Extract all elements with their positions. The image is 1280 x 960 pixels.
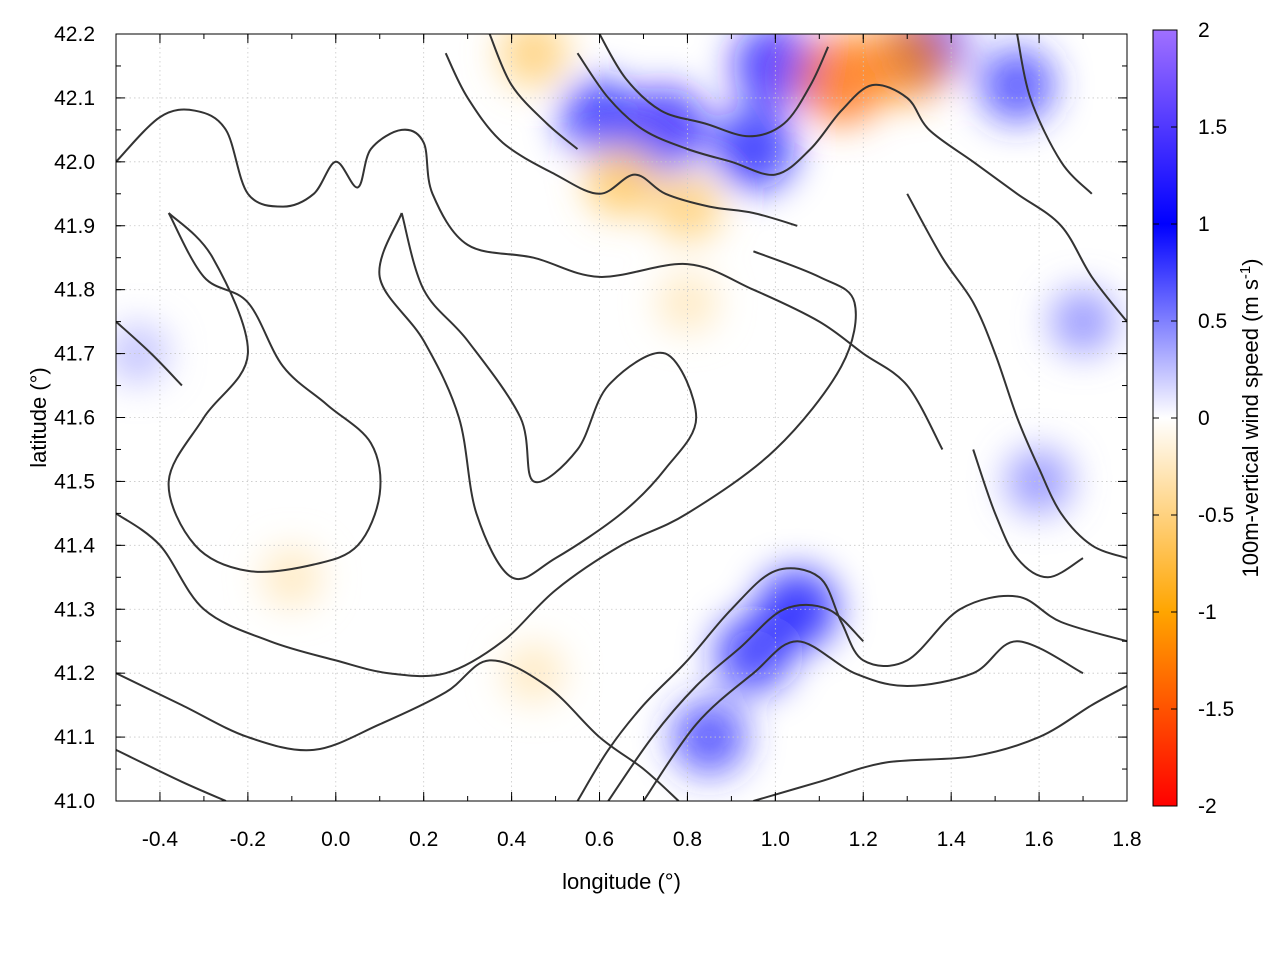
heatmap-hotspot (672, 699, 747, 775)
y-tick-label: 41.7 (54, 343, 95, 366)
heatmap-blobs (116, 34, 1117, 775)
y-tick-label: 41.4 (54, 534, 95, 557)
colorbar-tick-label: 0.5 (1198, 310, 1227, 333)
contour-line (642, 640, 1084, 801)
y-axis-title: latitude (°) (26, 367, 51, 468)
contour-line (1016, 34, 1093, 195)
y-tick-label: 42.1 (54, 87, 95, 110)
x-tick-label: 1.0 (761, 828, 790, 851)
x-tick-label: 0.6 (585, 828, 614, 851)
colorbar-tick-label: 1.5 (1198, 116, 1227, 139)
y-tick-label: 41.2 (54, 662, 95, 685)
y-tick-label: 41.3 (54, 598, 95, 621)
y-tick-label: 41.1 (54, 726, 95, 749)
x-tick-label: 0.2 (409, 828, 438, 851)
y-tick-label: 41.9 (54, 215, 95, 238)
heatmap-hotspot (499, 34, 568, 88)
x-tick-label: 0.4 (497, 828, 527, 851)
heatmap-hotspot (657, 272, 718, 333)
contour-line (972, 449, 1084, 579)
colorbar-tick-label: -2 (1198, 795, 1217, 818)
x-tick-label: 1.6 (1024, 828, 1053, 851)
heatmap-field (116, 34, 1117, 775)
colorbar-ticks: 2 1.5 1 0.5 0 -0.5 -1 -1.5 -2 (1153, 19, 1234, 818)
x-tick-label: -0.4 (142, 828, 179, 851)
y-axis-tick-labels: 41.0 41.1 41.2 41.3 41.4 41.5 41.6 41.7 41.8 41.9… (54, 23, 95, 813)
contour-line (116, 659, 680, 801)
y-tick-label: 41.8 (54, 279, 95, 302)
x-tick-label: 0.0 (321, 828, 350, 851)
colorbar-tick-label: -0.5 (1198, 504, 1234, 527)
colorbar-title: 100m-vertical wind speed (m s-1) (1237, 258, 1263, 577)
x-axis-tick-labels: -0.4 -0.2 0.0 0.2 0.4 0.6 0.8 1.0 1.2 1.4 1.6 1.8 (142, 828, 1142, 851)
heatmap-hotspot (795, 34, 887, 125)
heatmap-hotspot (714, 615, 792, 693)
colorbar-tick-label: 2 (1198, 19, 1210, 42)
contour-line (167, 212, 382, 573)
plot-area (115, 33, 1128, 802)
contour-line (116, 748, 227, 801)
colorbar-title-end: ) (1238, 258, 1263, 265)
heatmap-hotspot (622, 87, 709, 173)
y-tick-label: 41.5 (54, 470, 95, 493)
colorbar: 2 1.5 1 0.5 0 -0.5 -1 -1.5 -2 100m-vertical wind… (1152, 19, 1263, 818)
x-tick-label: 1.2 (849, 828, 878, 851)
heatmap-hotspot (116, 323, 169, 384)
heatmap-hotspot (261, 547, 323, 608)
contour-line (116, 108, 944, 450)
contour-line (598, 34, 830, 138)
contour-line (906, 193, 1127, 560)
contour-line (116, 320, 183, 387)
heatmap-hotspot (864, 34, 951, 103)
heatmap-hotspot (711, 107, 795, 191)
colorbar-tick-label: -1.5 (1198, 698, 1234, 721)
x-tick-label: 1.4 (937, 828, 967, 851)
contour-line (116, 250, 857, 678)
heatmap-hotspot (653, 172, 722, 241)
y-tick-label: 41.6 (54, 407, 95, 430)
axis-ticks (115, 33, 1128, 802)
contour-line (378, 212, 698, 581)
y-tick-label: 42.0 (54, 151, 95, 174)
colorbar-tick-label: -1 (1198, 601, 1217, 624)
contour-line (607, 603, 864, 801)
colorbar-tick-label: 1 (1198, 213, 1210, 236)
y-tick-label: 41.0 (54, 790, 95, 813)
contour-line (576, 52, 1127, 323)
y-tick-label: 42.2 (54, 23, 95, 46)
x-tick-label: 0.8 (673, 828, 702, 851)
x-axis-title: longitude (°) (562, 869, 681, 894)
x-tick-label: 1.8 (1112, 828, 1141, 851)
x-tick-label: -0.2 (230, 828, 266, 851)
colorbar-title-superscript: -1 (1237, 266, 1254, 279)
colorbar-tick-label: 0 (1198, 407, 1210, 430)
heatmap-hotspot (1050, 288, 1117, 355)
contour-line (753, 685, 1127, 801)
contour-line (488, 34, 579, 150)
heatmap-hotspot (979, 47, 1055, 123)
contour-line (576, 567, 1127, 801)
terrain-contours (116, 34, 1127, 801)
colorbar-title-main: 100m-vertical wind speed (m s (1238, 279, 1263, 577)
contour-line (444, 52, 798, 227)
